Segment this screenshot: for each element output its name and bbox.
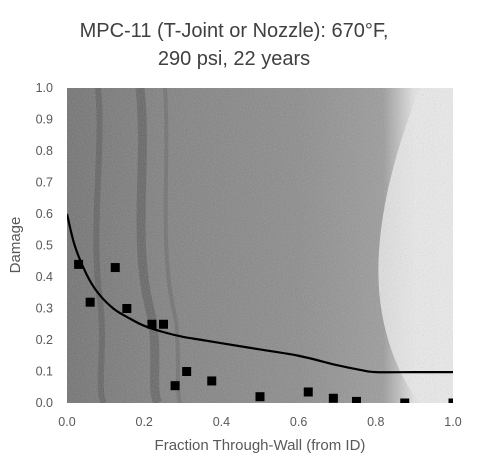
y-tick-label: 0.5 <box>36 239 53 253</box>
data-point <box>147 319 157 329</box>
x-axis-label: Fraction Through-Wall (from ID) <box>155 437 366 454</box>
y-tick-label: 0.7 <box>36 176 53 190</box>
chart-title-line-2: 290 psi, 22 years <box>158 48 310 70</box>
x-tick-label: 1.0 <box>444 415 461 429</box>
data-point <box>74 259 84 269</box>
fit-curve <box>67 213 453 374</box>
x-tick-label: 0.0 <box>58 415 75 429</box>
y-tick-label: 0.1 <box>36 365 53 379</box>
plot-area <box>67 88 453 403</box>
x-axis-ticks: 0.0 0.2 0.4 0.6 0.8 1.0 <box>58 415 461 429</box>
data-point <box>182 367 192 376</box>
chart-title-line-1: MPC-11 (T-Joint or Nozzle): 670°F, <box>80 20 389 42</box>
y-tick-label: 0.8 <box>36 144 53 158</box>
y-tick-label: 0.9 <box>36 113 53 127</box>
data-point <box>303 387 313 397</box>
data-point <box>170 381 180 391</box>
data-point <box>328 393 338 403</box>
y-tick-label: 0.6 <box>36 207 53 221</box>
data-point <box>122 304 132 313</box>
data-point <box>400 398 410 403</box>
y-tick-label: 0.2 <box>36 333 53 347</box>
data-point <box>159 319 168 329</box>
data-point <box>352 396 361 403</box>
y-tick-label: 0.3 <box>36 302 53 316</box>
micrograph-grain <box>67 88 453 403</box>
x-tick-label: 0.2 <box>136 415 153 429</box>
data-point <box>85 297 95 307</box>
x-tick-label: 0.8 <box>367 415 384 429</box>
y-axis-ticks: 0.0 0.1 0.2 0.3 0.4 0.5 0.6 0.7 0.8 0.9 1.0 <box>36 81 53 410</box>
data-point <box>207 376 217 386</box>
y-tick-label: 0.4 <box>36 270 53 284</box>
y-axis-label: Damage <box>7 217 24 274</box>
data-point <box>448 398 453 403</box>
y-tick-label: 0.0 <box>36 396 53 410</box>
data-point <box>255 392 265 402</box>
data-points <box>74 259 453 403</box>
x-tick-label: 0.6 <box>290 415 307 429</box>
data-point <box>110 263 120 273</box>
x-tick-label: 0.4 <box>213 415 230 429</box>
y-tick-label: 1.0 <box>36 81 53 95</box>
